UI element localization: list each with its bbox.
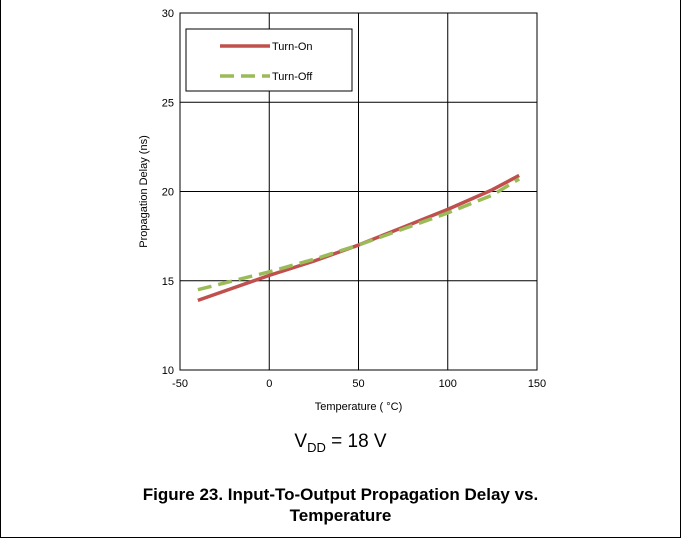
legend-box [185,28,353,92]
data-point-turn-off [357,244,360,247]
data-point-turn-off [446,211,449,214]
condition-subscript: DD [307,439,326,455]
propagation-delay-chart: -50 0 50 100 150 10 15 20 25 30 Temperature ( °C… [138,8,546,413]
y-tick-label: 30 [162,8,174,20]
data-point-turn-off [518,178,521,181]
x-tick-label: 50 [352,378,364,390]
data-point-turn-on [491,188,494,191]
series-line-turn-on [197,173,520,303]
x-axis-label: Temperature ( °C) [315,401,403,413]
data-point-turn-off [312,258,315,261]
y-tick-label: 10 [162,365,174,377]
plot-area [179,12,538,371]
caption-line-1: Figure 23. Input-To-Output Propagation D… [142,485,539,504]
data-point-turn-off [268,270,271,273]
data-point-turn-off [491,194,494,197]
figure-caption: Figure 23. Input-To-Output Propagation D… [0,484,681,526]
legend-label-turn-off: Turn-Off [272,71,313,83]
x-tick-label: 150 [528,378,546,390]
data-point-turn-off [402,227,405,230]
data-point-turn-on [518,174,521,177]
test-condition: VDD = 18 V [0,431,681,455]
caption-line-2: Temperature [289,506,392,525]
y-tick-label: 20 [162,187,174,199]
data-point-turn-on [196,299,199,302]
series-line-turn-off [197,177,521,292]
x-axis-ticks: -50 0 50 100 150 [172,378,546,390]
legend-label-turn-on: Turn-On [272,41,313,53]
data-point-turn-off [232,279,235,282]
condition-value: = 18 V [325,431,387,452]
data-point-turn-on [268,274,271,277]
series-layer [196,173,521,303]
x-tick-label: -50 [172,378,188,390]
y-axis-label: Propagation Delay (ns) [138,135,150,248]
y-axis-ticks: 10 15 20 25 30 [162,8,174,377]
y-tick-label: 25 [162,97,174,109]
x-tick-label: 0 [266,378,272,390]
condition-symbol: V [294,431,308,452]
legend: Turn-On Turn-Off [185,28,353,92]
data-point-turn-on [446,208,449,211]
data-point-turn-on [232,286,235,289]
x-tick-label: 100 [439,378,457,390]
data-point-turn-off [196,288,199,291]
y-tick-label: 15 [162,276,174,288]
